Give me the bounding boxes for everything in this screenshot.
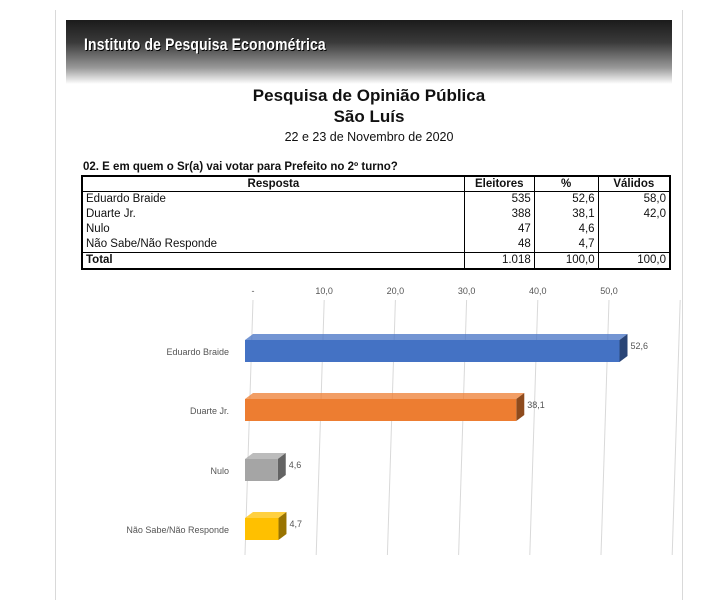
cell-total-eleitores: 1.018 (463, 252, 535, 270)
header-eleitores: Eleitores (463, 175, 535, 192)
bar (245, 459, 278, 481)
table-row: Não Sabe/Não Responde 48 4,7 (80, 237, 671, 253)
category-label: Eduardo Braide (166, 347, 229, 357)
x-tick-label: 40,0 (529, 286, 547, 296)
x-tick-label: 30,0 (458, 286, 476, 296)
bar-side-face (516, 393, 525, 421)
table-total-row: Total 1.018 100,0 100,0 (80, 252, 671, 270)
report-title: Pesquisa de Opinião Pública (252, 86, 486, 105)
bar-side-face (278, 512, 287, 540)
bar (245, 518, 279, 540)
table-header-row: Resposta Eleitores % Válidos (80, 175, 671, 192)
header-resposta: Resposta (80, 175, 465, 192)
category-label: Não Sabe/Não Responde (126, 525, 229, 535)
category-label: Nulo (210, 466, 229, 476)
x-tick-label: - (252, 286, 255, 296)
cell-validos (597, 237, 671, 253)
bar-side-face (619, 334, 628, 362)
report-city: São Luís (333, 107, 405, 126)
cell-resposta: Eduardo Braide (80, 191, 465, 207)
bar-top-face (245, 334, 628, 340)
cell-eleitores: 388 (463, 207, 535, 222)
cell-eleitores: 535 (463, 191, 535, 207)
header-validos: Válidos (597, 175, 671, 192)
x-tick-label: 10,0 (315, 286, 333, 296)
gridline (671, 299, 681, 556)
table-row: Nulo 47 4,6 (80, 222, 671, 237)
cell-resposta: Não Sabe/Não Responde (80, 237, 465, 253)
cell-percent: 52,6 (533, 191, 599, 207)
cell-total-label: Total (80, 252, 465, 270)
report-page: Instituto de Pesquisa Econométrica Pesqu… (55, 10, 683, 600)
header-percent: % (533, 175, 599, 192)
data-label: 52,6 (631, 341, 649, 351)
cell-validos: 58,0 (597, 191, 671, 207)
data-label: 4,6 (289, 460, 302, 470)
data-label: 4,7 (289, 519, 302, 529)
header-banner: Instituto de Pesquisa Econométrica (66, 20, 672, 84)
question-text: 02. E em quem o Sr(a) vai votar para Pre… (83, 161, 398, 173)
cell-total-percent: 100,0 (533, 252, 599, 270)
cell-resposta: Nulo (80, 222, 465, 237)
x-tick-label: 50,0 (600, 286, 618, 296)
institute-name: Instituto de Pesquisa Econométrica (84, 35, 326, 54)
cell-percent: 4,6 (533, 222, 599, 237)
table-row: Duarte Jr. 388 38,1 42,0 (80, 207, 671, 222)
bar-top-face (245, 393, 525, 399)
report-date: 22 e 23 de Novembro de 2020 (284, 130, 454, 144)
category-label: Duarte Jr. (190, 406, 229, 416)
cell-validos (597, 222, 671, 237)
bar-chart: - 10,0 20,0 30,0 40,0 50,0 52,6 Eduardo Braide 3… (126, 286, 681, 556)
cell-eleitores: 48 (463, 237, 535, 253)
cell-total-validos: 100,0 (597, 252, 671, 270)
cell-eleitores: 47 (463, 222, 535, 237)
x-tick-label: 20,0 (387, 286, 405, 296)
data-label: 38,1 (527, 400, 545, 410)
cell-percent: 38,1 (533, 207, 599, 222)
table-row: Eduardo Braide 535 52,6 58,0 (80, 191, 671, 207)
cell-resposta: Duarte Jr. (80, 207, 465, 222)
results-table: Resposta Eleitores % Válidos Eduardo Bra… (80, 175, 671, 270)
cell-validos: 42,0 (597, 207, 671, 222)
bar-top-face (245, 453, 286, 459)
bar (245, 399, 517, 421)
bar-top-face (245, 512, 287, 518)
bar (245, 340, 620, 362)
bar-side-face (277, 453, 286, 481)
